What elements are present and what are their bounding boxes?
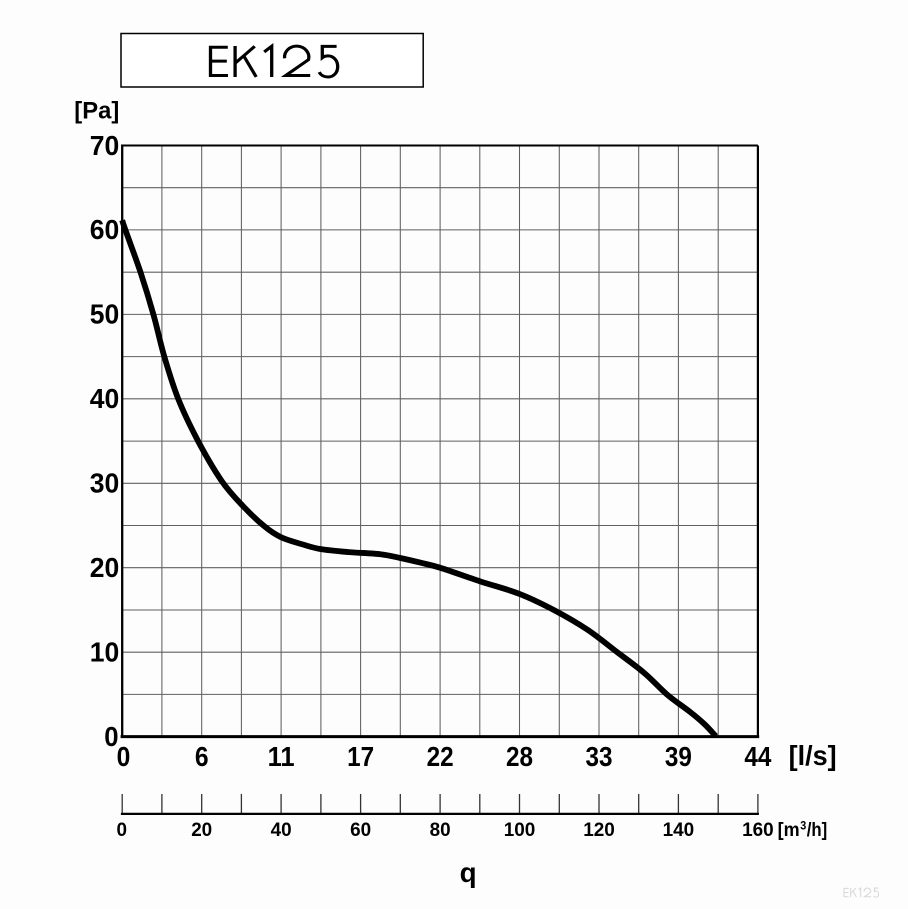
svg-text:20: 20: [191, 820, 212, 841]
svg-text:/h]: /h]: [807, 820, 828, 841]
svg-text:40: 40: [271, 820, 292, 841]
svg-text:50: 50: [90, 299, 120, 330]
svg-text:39: 39: [665, 741, 692, 772]
svg-text:44: 44: [744, 741, 772, 772]
svg-text:30: 30: [90, 468, 120, 499]
svg-text:3: 3: [800, 819, 806, 833]
svg-text:17: 17: [347, 741, 374, 772]
svg-text:20: 20: [90, 552, 120, 583]
svg-text:q: q: [460, 857, 477, 888]
svg-text:28: 28: [506, 741, 533, 772]
svg-text:120: 120: [583, 820, 615, 841]
svg-text:0: 0: [117, 741, 131, 772]
svg-text:11: 11: [268, 741, 295, 772]
svg-text:100: 100: [504, 820, 536, 841]
svg-text:160: 160: [742, 820, 774, 841]
svg-text:33: 33: [586, 741, 613, 772]
svg-text:60: 60: [90, 214, 120, 245]
svg-text:[Pa]: [Pa]: [74, 98, 119, 125]
svg-text:70: 70: [90, 130, 120, 161]
svg-text:22: 22: [427, 741, 454, 772]
svg-text:60: 60: [350, 820, 371, 841]
svg-text:10: 10: [90, 636, 120, 667]
svg-text:40: 40: [90, 383, 120, 414]
svg-text:0: 0: [104, 721, 118, 752]
svg-text:[l/s]: [l/s]: [789, 740, 837, 771]
svg-text:140: 140: [663, 820, 695, 841]
svg-text:6: 6: [195, 741, 209, 772]
svg-text:0: 0: [117, 820, 128, 841]
svg-text:80: 80: [430, 820, 451, 841]
svg-text:[m: [m: [778, 820, 800, 841]
